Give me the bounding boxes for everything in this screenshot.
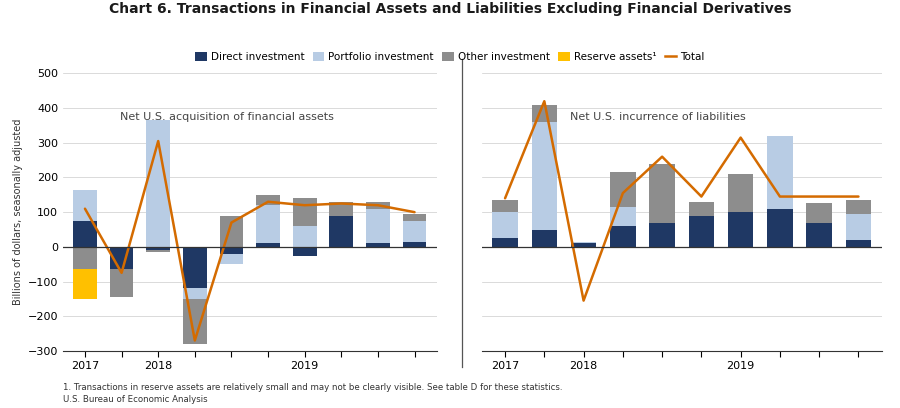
Bar [292,198,317,226]
Bar [688,202,714,215]
Bar [147,250,170,252]
Bar [610,172,635,207]
Bar [688,215,714,247]
Bar [532,105,557,122]
Bar [183,299,207,344]
Bar [292,226,317,247]
Bar [532,122,557,229]
Text: Net U.S. acquisition of financial assets: Net U.S. acquisition of financial assets [121,112,334,122]
Bar [767,209,793,247]
Bar [532,229,557,247]
Y-axis label: Billions of dollars, seasonally adjusted: Billions of dollars, seasonally adjusted [14,119,23,305]
Text: Net U.S. incurrence of liabilities: Net U.S. incurrence of liabilities [570,112,745,122]
Bar [610,226,635,247]
Bar [846,240,871,247]
Bar [110,269,133,297]
Bar [183,247,207,288]
Bar [329,215,353,247]
Bar [492,200,517,212]
Bar [846,214,871,240]
Bar [220,254,243,264]
Bar [147,120,170,247]
Bar [256,205,280,243]
Bar [220,247,243,254]
Bar [571,243,597,247]
Text: Chart 6. Transactions in Financial Assets and Liabilities Excluding Financial De: Chart 6. Transactions in Financial Asset… [109,2,791,16]
Bar [147,247,170,250]
Bar [256,195,280,205]
Bar [806,223,832,247]
Text: 1. Transactions in reserve assets are relatively small and may not be clearly vi: 1. Transactions in reserve assets are re… [63,383,562,392]
Bar [767,136,793,209]
Bar [402,214,427,221]
Bar [73,190,97,221]
Bar [73,221,97,247]
Bar [728,174,753,212]
Bar [402,221,427,242]
Bar [73,269,97,299]
Legend: Direct investment, Portfolio investment, Other investment, Reserve assets¹, Tota: Direct investment, Portfolio investment,… [191,48,709,67]
Bar [256,243,280,247]
Bar [610,207,635,226]
Bar [402,242,427,247]
Bar [650,164,675,223]
Bar [571,242,597,243]
Bar [220,215,243,247]
Bar [292,247,317,255]
Bar [329,202,353,215]
Text: U.S. Bureau of Economic Analysis: U.S. Bureau of Economic Analysis [63,395,208,404]
Bar [492,238,517,247]
Bar [73,247,97,269]
Bar [366,209,390,243]
Bar [492,212,517,238]
Bar [806,204,832,223]
Bar [366,202,390,209]
Bar [183,288,207,299]
Bar [846,200,871,214]
Bar [728,212,753,247]
Bar [650,223,675,247]
Bar [110,247,133,269]
Bar [366,243,390,247]
